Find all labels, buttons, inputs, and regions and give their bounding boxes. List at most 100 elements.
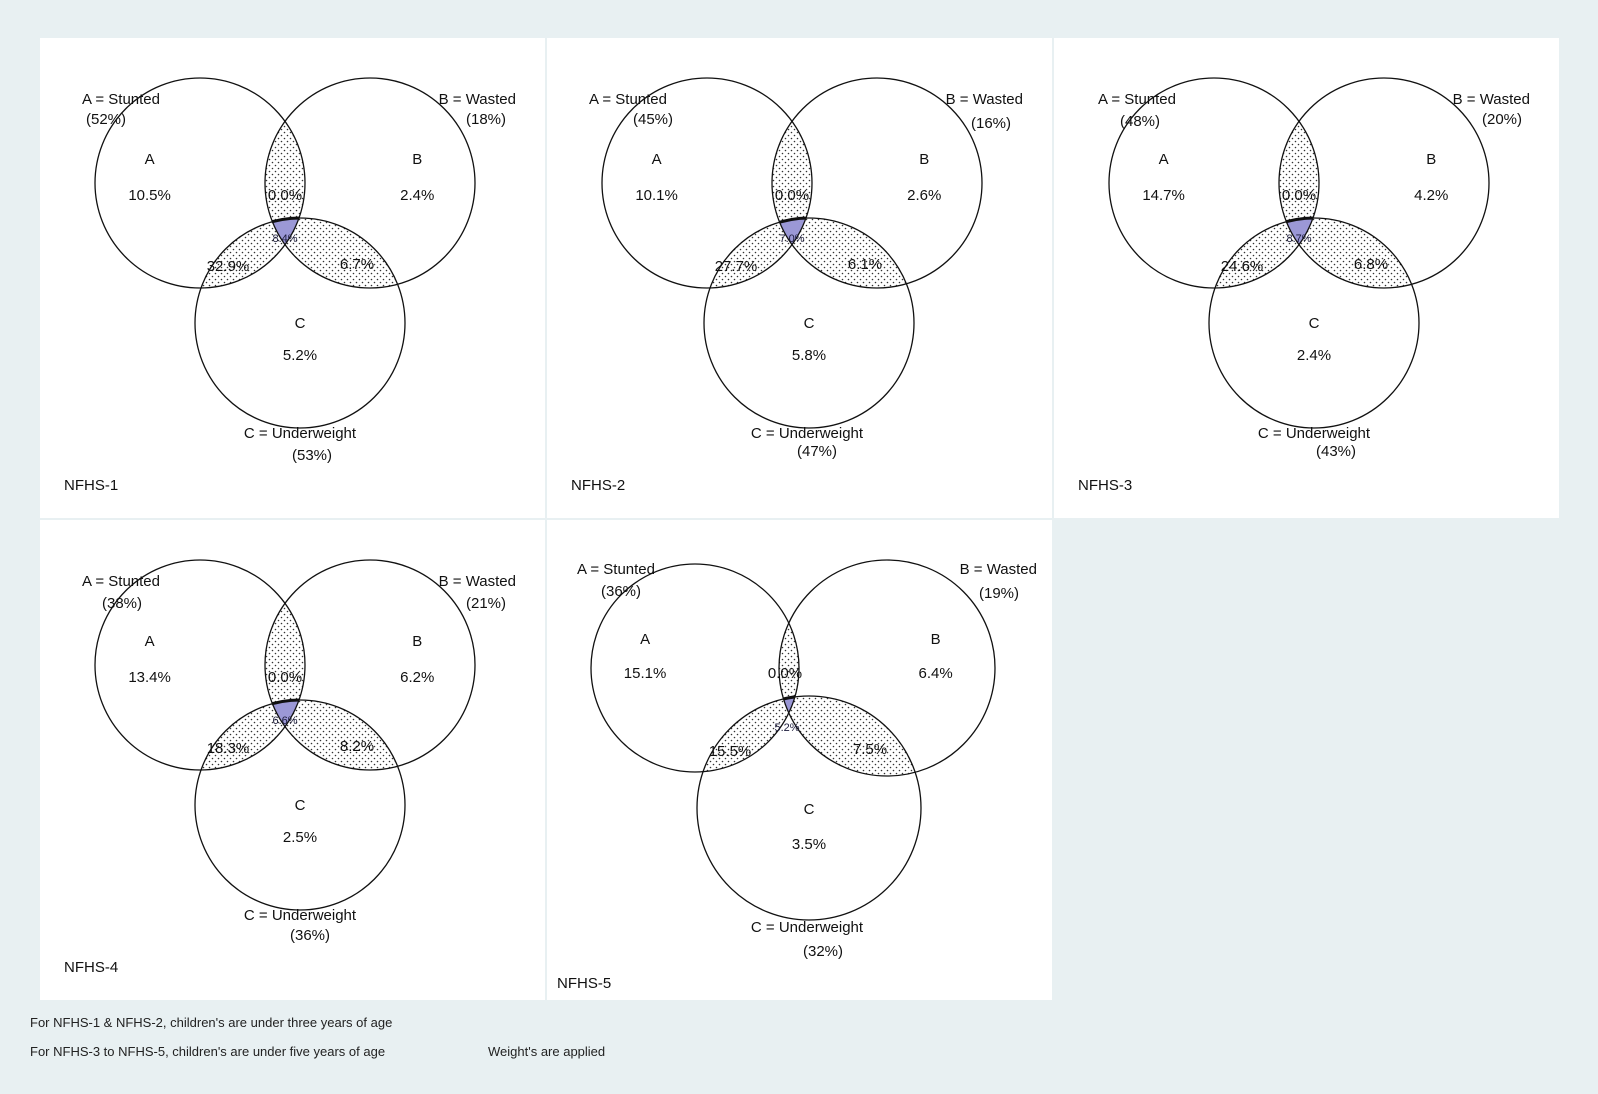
footnote-age-under-five: For NFHS-3 to NFHS-5, children's are und… [30, 1044, 386, 1059]
label-c-underweight: C = Underweight [751, 919, 864, 936]
letter-c: C [804, 801, 815, 818]
value-ab: 0.0% [268, 669, 302, 686]
label-a-percent: (38%) [102, 595, 142, 612]
overlap-ac-region [697, 696, 799, 772]
label-b-wasted: B = Wasted [960, 561, 1037, 578]
letter-b: B [931, 631, 941, 648]
value-ab: 0.0% [268, 187, 302, 204]
overlap-bc-region [1279, 218, 1419, 288]
value-c-only: 5.2% [283, 347, 317, 364]
footnote-weights: Weight's are applied [488, 1044, 606, 1059]
label-b-wasted: B = Wasted [1453, 91, 1530, 108]
circle-b-wasted [1278, 77, 1490, 289]
value-ab: 0.0% [768, 665, 802, 682]
label-c-underweight: C = Underweight [244, 907, 357, 924]
value-a-only: 10.5% [128, 187, 171, 204]
panel-name: NFHS-3 [1078, 477, 1132, 494]
value-c-only: 3.5% [792, 836, 826, 853]
label-c-percent: (36%) [290, 927, 330, 944]
letter-c: C [295, 797, 306, 814]
value-a-only: 14.7% [1142, 187, 1185, 204]
panel-nfhs4: A = Stunted (38%) B = Wasted (21%) C = Under… [40, 520, 545, 1000]
value-bc: 6.8% [1354, 256, 1388, 273]
value-b-only: 6.4% [918, 665, 952, 682]
value-abc: 6.6% [272, 715, 297, 727]
circle-b-wasted [771, 77, 983, 289]
overlap-bc-region [779, 696, 921, 776]
value-abc: 8.4% [272, 233, 297, 245]
value-abc: 5.2% [774, 722, 799, 734]
panel-nfhs1: A = Stunted (52%) B = Wasted (18%) C = Under… [40, 38, 545, 518]
overlap-ac-region [195, 700, 305, 770]
overlap-bc-region [772, 218, 914, 288]
value-ac: 32.9% [207, 258, 250, 275]
venn-diagram: A = Stunted (52%) B = Wasted (18%) C = Under… [64, 77, 516, 494]
value-b-only: 2.4% [400, 187, 434, 204]
value-b-only: 2.6% [907, 187, 941, 204]
value-c-only: 2.4% [1297, 347, 1331, 364]
overlap-ac-region [704, 218, 812, 288]
letter-b: B [412, 151, 422, 168]
label-a-percent: (36%) [601, 583, 641, 600]
label-c-underweight: C = Underweight [1258, 425, 1371, 442]
value-ac: 27.7% [715, 258, 758, 275]
circle-a-stunted [590, 563, 800, 773]
letter-a: A [640, 631, 650, 648]
letter-c: C [295, 315, 306, 332]
label-a-stunted: A = Stunted [1098, 91, 1176, 108]
label-c-percent: (32%) [803, 943, 843, 960]
footnote-age-under-three: For NFHS-1 & NFHS-2, children's are unde… [30, 1015, 393, 1030]
letter-b: B [412, 633, 422, 650]
label-a-stunted: A = Stunted [577, 561, 655, 578]
value-ac: 15.5% [709, 743, 752, 760]
value-a-only: 15.1% [624, 665, 667, 682]
circle-b-wasted [264, 559, 476, 771]
value-ab: 0.0% [775, 187, 809, 204]
label-b-wasted: B = Wasted [439, 573, 516, 590]
value-ab: 0.0% [1282, 187, 1316, 204]
label-c-percent: (47%) [797, 443, 837, 460]
value-b-only: 4.2% [1414, 187, 1448, 204]
overlap-bc-region [265, 700, 405, 770]
circle-a-stunted [94, 559, 306, 771]
label-c-underweight: C = Underweight [244, 425, 357, 442]
venn-diagram: A = Stunted (45%) B = Wasted (16%) C = Under… [571, 77, 1023, 494]
circle-c-underweight [194, 699, 406, 911]
value-bc: 7.5% [853, 741, 887, 758]
circle-a-stunted [1108, 77, 1320, 289]
circle-b-wasted [264, 77, 476, 289]
label-c-percent: (43%) [1316, 443, 1356, 460]
label-c-percent: (53%) [292, 447, 332, 464]
panel-name: NFHS-5 [557, 975, 611, 992]
circle-b-wasted [778, 559, 996, 777]
label-a-percent: (48%) [1120, 113, 1160, 130]
overlap-ac-region [1209, 218, 1319, 288]
label-a-stunted: A = Stunted [82, 573, 160, 590]
label-b-percent: (20%) [1482, 111, 1522, 128]
label-b-wasted: B = Wasted [946, 91, 1023, 108]
circle-c-underweight [703, 217, 915, 429]
circle-c-underweight [696, 695, 922, 921]
value-abc: 8.7% [1286, 233, 1311, 245]
value-bc: 6.7% [340, 256, 374, 273]
letter-b: B [1426, 151, 1436, 168]
venn-diagram: A = Stunted (48%) B = Wasted (20%) C = Under… [1078, 77, 1530, 494]
letter-a: A [652, 151, 662, 168]
value-a-only: 13.4% [128, 669, 171, 686]
letter-a: A [1159, 151, 1169, 168]
label-b-percent: (16%) [971, 115, 1011, 132]
circle-a-stunted [94, 77, 306, 289]
label-b-percent: (19%) [979, 585, 1019, 602]
label-b-percent: (18%) [466, 111, 506, 128]
letter-b: B [919, 151, 929, 168]
panel-nfhs3: A = Stunted (48%) B = Wasted (20%) C = Under… [1054, 38, 1559, 518]
letter-a: A [145, 151, 155, 168]
panel-nfhs5: A = Stunted (36%) B = Wasted (19%) C = Under… [547, 520, 1052, 1000]
circle-c-underweight [194, 217, 406, 429]
circle-a-stunted [601, 77, 813, 289]
letter-c: C [1309, 315, 1320, 332]
label-c-underweight: C = Underweight [751, 425, 864, 442]
label-b-percent: (21%) [466, 595, 506, 612]
venn-diagram: A = Stunted (38%) B = Wasted (21%) C = Under… [64, 559, 516, 976]
letter-c: C [804, 315, 815, 332]
